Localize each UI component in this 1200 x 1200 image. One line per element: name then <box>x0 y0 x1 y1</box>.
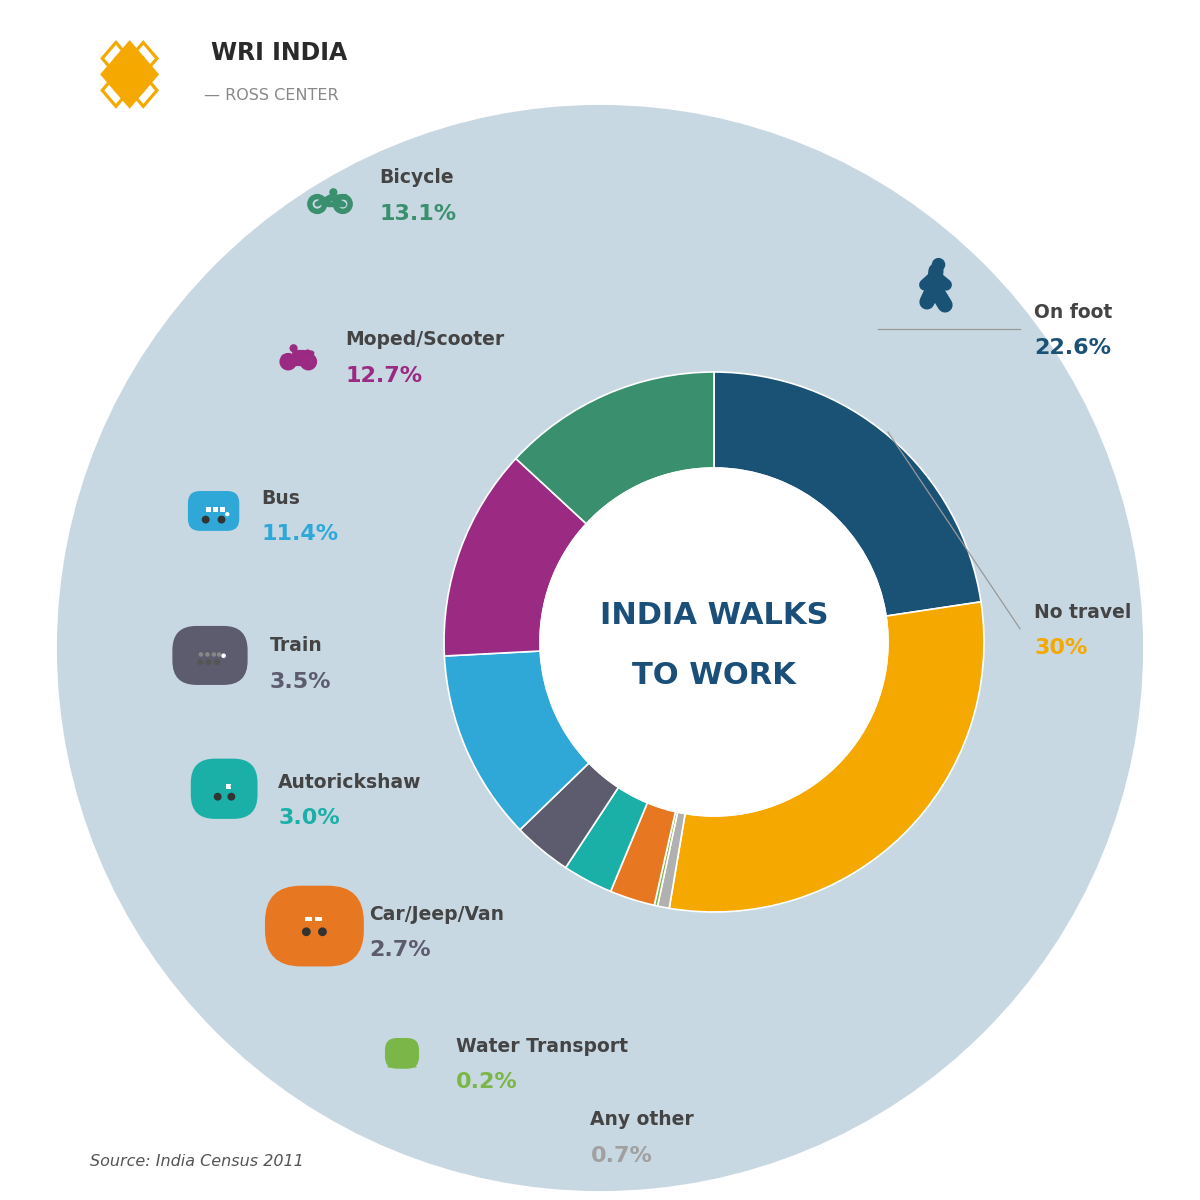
Bar <box>305 917 312 922</box>
Circle shape <box>211 652 216 656</box>
Wedge shape <box>611 803 676 905</box>
Circle shape <box>199 652 203 656</box>
Circle shape <box>203 516 209 523</box>
Text: Water Transport: Water Transport <box>456 1037 628 1056</box>
Bar <box>226 784 232 790</box>
Polygon shape <box>386 1057 418 1062</box>
FancyBboxPatch shape <box>173 626 247 685</box>
Text: 2.7%: 2.7% <box>370 941 431 960</box>
Wedge shape <box>516 372 714 523</box>
Circle shape <box>228 793 235 800</box>
Circle shape <box>217 652 221 656</box>
Text: On foot: On foot <box>1034 302 1112 322</box>
Bar <box>316 917 322 922</box>
Text: Bus: Bus <box>262 488 300 508</box>
Text: Car/Jeep/Van: Car/Jeep/Van <box>370 905 505 924</box>
Text: 13.1%: 13.1% <box>379 204 456 223</box>
Wedge shape <box>670 602 984 912</box>
Wedge shape <box>565 787 647 892</box>
Text: 22.6%: 22.6% <box>1034 338 1111 358</box>
Text: Any other: Any other <box>590 1110 694 1129</box>
FancyBboxPatch shape <box>208 638 236 672</box>
Circle shape <box>218 516 224 523</box>
Text: No travel: No travel <box>1034 602 1132 622</box>
Text: Train: Train <box>270 636 323 655</box>
Circle shape <box>319 928 326 936</box>
Wedge shape <box>654 811 678 906</box>
Circle shape <box>215 793 221 800</box>
Circle shape <box>302 928 310 936</box>
Text: INDIA WALKS: INDIA WALKS <box>600 601 828 630</box>
Bar <box>220 506 226 511</box>
Wedge shape <box>658 812 685 908</box>
Text: 0.2%: 0.2% <box>456 1073 517 1092</box>
Circle shape <box>222 654 226 658</box>
Text: — ROSS CENTER: — ROSS CENTER <box>204 89 338 103</box>
Circle shape <box>540 468 888 816</box>
Bar <box>401 1046 403 1050</box>
FancyBboxPatch shape <box>265 886 364 966</box>
Circle shape <box>58 106 1142 1190</box>
Polygon shape <box>130 59 157 90</box>
Text: Moped/Scooter: Moped/Scooter <box>346 330 505 349</box>
Bar <box>212 506 218 511</box>
Text: 30%: 30% <box>1034 638 1087 658</box>
Circle shape <box>290 344 296 352</box>
Bar <box>205 506 211 511</box>
Circle shape <box>226 512 229 516</box>
Circle shape <box>198 660 203 665</box>
Text: WRI INDIA: WRI INDIA <box>211 41 348 65</box>
Text: 3.5%: 3.5% <box>270 672 331 691</box>
Text: 12.7%: 12.7% <box>346 366 422 385</box>
Text: TO WORK: TO WORK <box>632 661 796 690</box>
Circle shape <box>215 660 220 665</box>
FancyBboxPatch shape <box>385 1038 419 1069</box>
Wedge shape <box>214 772 235 782</box>
FancyBboxPatch shape <box>188 491 239 530</box>
Polygon shape <box>116 74 143 107</box>
Text: Source: India Census 2011: Source: India Census 2011 <box>90 1154 304 1169</box>
Polygon shape <box>116 42 143 74</box>
Wedge shape <box>444 458 587 656</box>
Text: 0.7%: 0.7% <box>590 1146 653 1165</box>
Circle shape <box>206 660 211 665</box>
Text: Bicycle: Bicycle <box>379 168 454 187</box>
Circle shape <box>932 259 944 271</box>
Circle shape <box>205 652 210 656</box>
Text: 3.0%: 3.0% <box>278 809 340 828</box>
Text: Autorickshaw: Autorickshaw <box>278 773 422 792</box>
Wedge shape <box>444 652 589 829</box>
Wedge shape <box>714 372 980 616</box>
Polygon shape <box>102 59 130 90</box>
Polygon shape <box>305 916 326 922</box>
FancyBboxPatch shape <box>191 758 258 818</box>
Circle shape <box>330 188 337 196</box>
Wedge shape <box>520 763 618 868</box>
Text: 11.4%: 11.4% <box>262 524 338 544</box>
